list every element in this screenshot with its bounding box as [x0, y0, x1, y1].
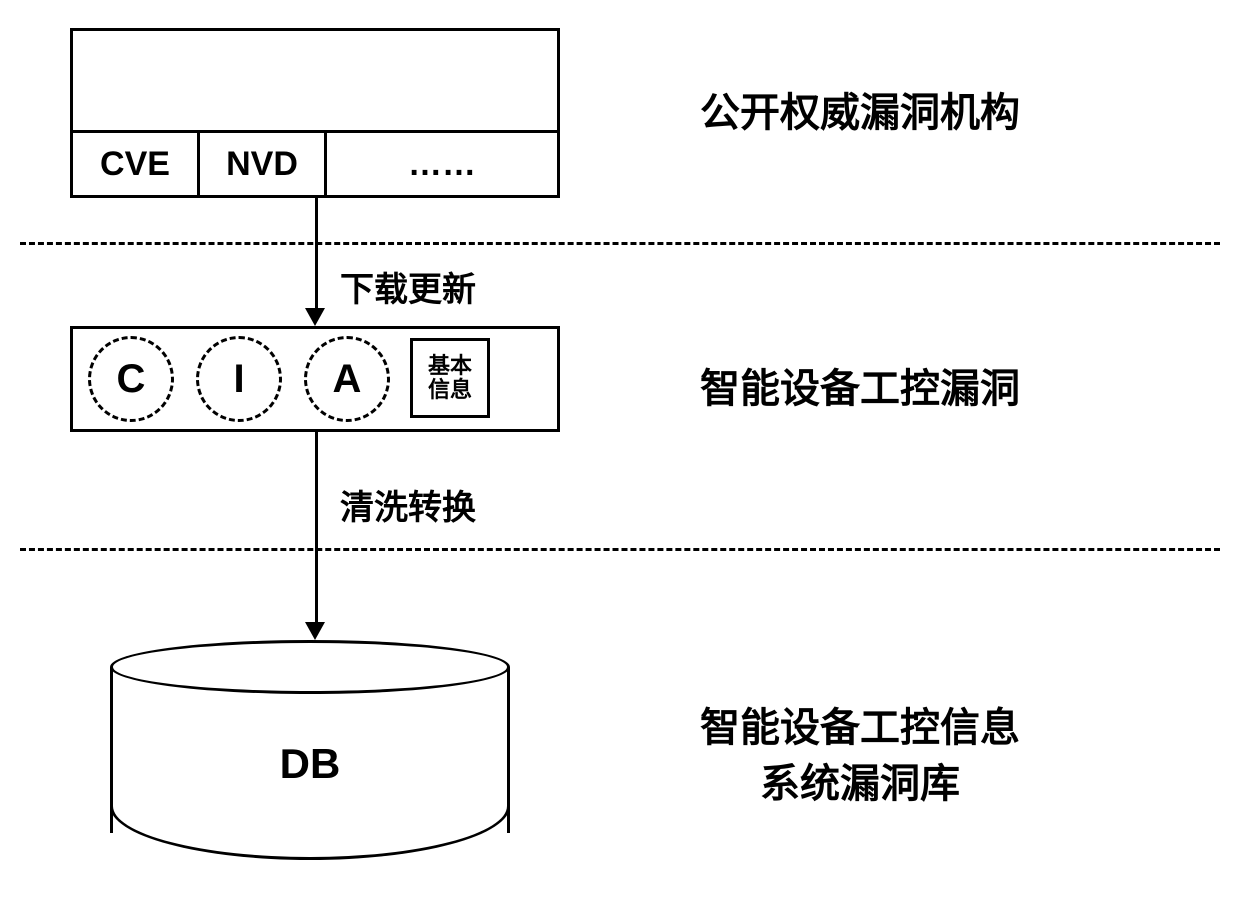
source-cell-more: …… — [324, 130, 560, 198]
arrow1-head — [305, 308, 325, 326]
db-label: DB — [110, 694, 510, 833]
circle-label: A — [333, 357, 362, 402]
circle-c: C — [88, 336, 174, 422]
divider-2 — [20, 548, 1220, 551]
circle-i: I — [196, 336, 282, 422]
basic-info-box: 基本 信息 — [410, 338, 490, 418]
circle-a: A — [304, 336, 390, 422]
arrow1-line — [315, 198, 318, 308]
circle-label: I — [233, 357, 244, 402]
arrow2-head — [305, 622, 325, 640]
circle-label: C — [117, 357, 146, 402]
section3-label-line1: 智能设备工控信息 — [700, 700, 1020, 756]
basic-info-line1: 基本 — [428, 354, 472, 378]
arrow2-line — [315, 432, 318, 622]
arrow1-label: 下载更新 — [340, 262, 476, 311]
db-cylinder: DB — [110, 640, 510, 860]
arrow2-label: 清洗转换 — [340, 480, 476, 529]
section2-label: 智能设备工控漏洞 — [700, 356, 1020, 414]
source-cell-label: CVE — [100, 145, 170, 184]
db-top — [110, 640, 510, 694]
source-cell-nvd: NVD — [197, 130, 327, 198]
section3-label: 智能设备工控信息 系统漏洞库 — [700, 700, 1020, 812]
section1-label: 公开权威漏洞机构 — [700, 80, 1020, 138]
source-cell-label: …… — [408, 145, 476, 184]
source-cell-label: NVD — [226, 145, 298, 184]
source-cell-cve: CVE — [70, 130, 200, 198]
divider-1 — [20, 242, 1220, 245]
basic-info-line2: 信息 — [428, 378, 472, 402]
section3-label-line2: 系统漏洞库 — [700, 756, 1020, 812]
